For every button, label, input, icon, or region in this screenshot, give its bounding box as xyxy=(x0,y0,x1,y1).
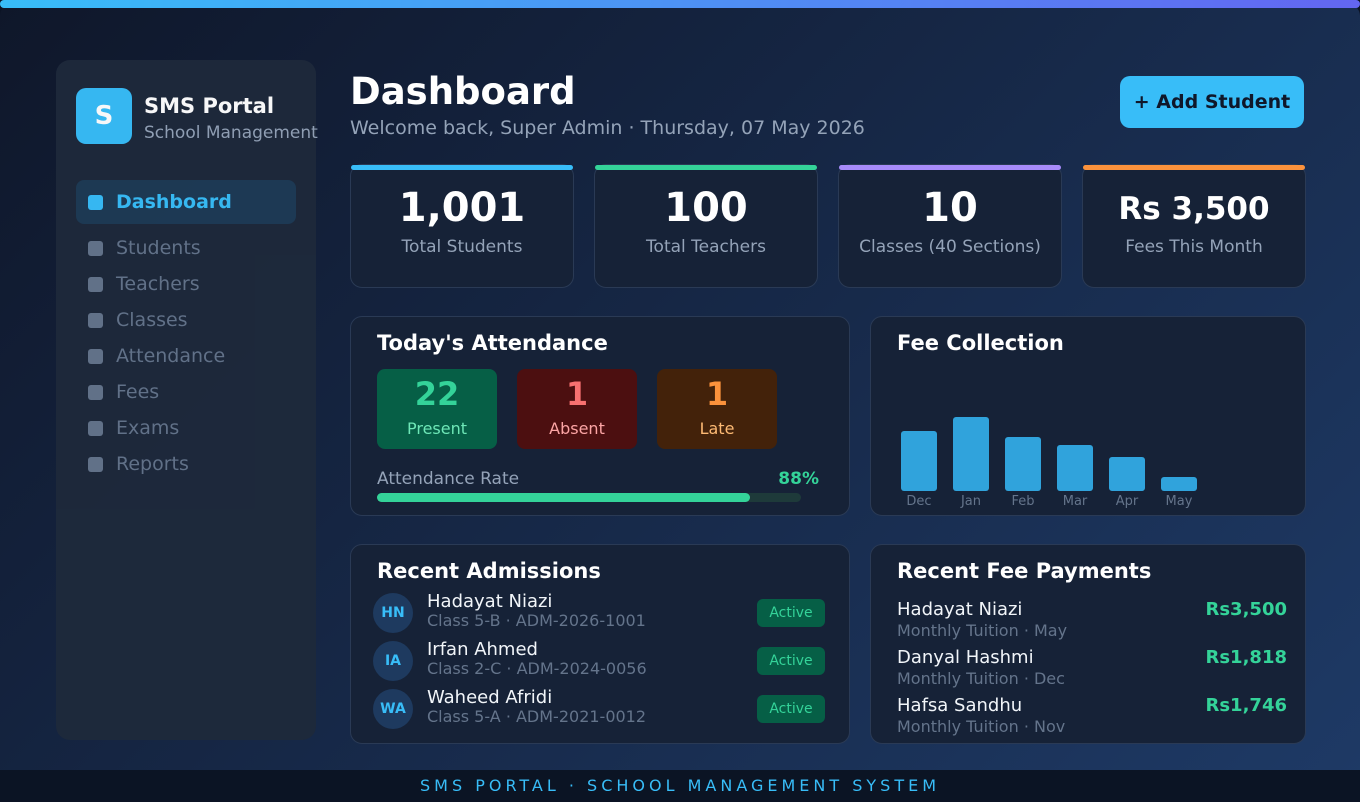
stat-label: Fees This Month xyxy=(1125,237,1263,257)
rate-label: 88% xyxy=(778,469,819,489)
payments-panel: Recent Fee Payments Hadayat Niazi Monthly… xyxy=(870,544,1306,744)
panel-title: Fee Collection xyxy=(897,331,1064,355)
top-accent xyxy=(0,0,1360,8)
stat-value: 1,001 xyxy=(398,185,526,231)
payment-amount: Rs1,746 xyxy=(1205,695,1287,716)
stat-card: 10 Classes (40 Sections) xyxy=(838,164,1062,288)
stat-label: Total Teachers xyxy=(646,237,766,257)
attendance-count: 22 Present xyxy=(377,369,497,449)
panel-title: Today's Attendance xyxy=(377,331,608,355)
attendance-panel: Today's Attendance Attendance Rate 88% 2… xyxy=(350,316,850,516)
avatar: HN xyxy=(373,593,413,633)
status-badge: Active xyxy=(757,647,825,675)
stat-value: 100 xyxy=(664,185,748,231)
bar xyxy=(901,431,937,491)
payer-name: Danyal Hashmi xyxy=(897,647,1034,668)
stat-accent xyxy=(1083,165,1305,170)
sidebar: S SMS Portal School Management Dashboard… xyxy=(56,60,318,740)
stat-card: 100 Total Teachers xyxy=(594,164,818,288)
stat-label: Classes (40 Sections) xyxy=(859,237,1041,257)
stat-value: 10 xyxy=(922,185,978,231)
panel-title: Recent Admissions xyxy=(377,559,601,583)
status-badge: Active xyxy=(757,599,825,627)
x-tick-label: Feb xyxy=(1011,494,1034,509)
x-tick-label: Dec xyxy=(906,494,931,509)
payer-name: Hadayat Niazi xyxy=(897,599,1023,620)
nav-item[interactable]: Students xyxy=(76,226,296,270)
nav-item[interactable]: Reports xyxy=(76,442,296,486)
count-label: Absent xyxy=(549,419,605,438)
student-name: Irfan Ahmed xyxy=(427,639,538,660)
payment-detail: Monthly Tuition · Dec xyxy=(897,669,1065,688)
stat-label: Total Students xyxy=(401,237,523,257)
student-name: Waheed Afridi xyxy=(427,687,553,708)
nav-item[interactable]: Exams xyxy=(76,406,296,450)
stat-accent xyxy=(595,165,817,170)
stat-card: Rs 3,500 Fees This Month xyxy=(1082,164,1306,288)
nav-item[interactable]: Fees xyxy=(76,370,296,414)
bar xyxy=(1005,437,1041,491)
count-label: Present xyxy=(406,419,468,438)
count-value: 1 xyxy=(705,375,729,413)
stat-value: Rs 3,500 xyxy=(1118,191,1270,227)
bar xyxy=(953,417,989,491)
student-name: Hadayat Niazi xyxy=(427,591,553,612)
rate-title: Attendance Rate xyxy=(377,469,520,489)
rate-track xyxy=(377,493,801,502)
student-detail: Class 2-C · ADM-2024-0056 xyxy=(427,659,647,678)
page-subtitle: Welcome back, Super Admin · Thursday, 07… xyxy=(350,117,865,139)
nav-item[interactable]: Attendance xyxy=(76,334,296,378)
avatar: IA xyxy=(373,641,413,681)
bar xyxy=(1109,457,1145,491)
logo: S xyxy=(76,88,132,144)
payer-name: Hafsa Sandhu xyxy=(897,695,1023,716)
attendance-count: 1 Late xyxy=(657,369,777,449)
stat-accent xyxy=(351,165,573,170)
stat-card: 1,001 Total Students xyxy=(350,164,574,288)
nav-item[interactable]: Teachers xyxy=(76,262,296,306)
x-tick-label: Apr xyxy=(1116,494,1139,509)
brand-title: SMS Portal xyxy=(144,94,275,118)
student-detail: Class 5-A · ADM-2021-0012 xyxy=(427,707,647,726)
bar xyxy=(1057,445,1093,491)
brand-subtitle: School Management xyxy=(144,123,318,143)
admissions-panel: Recent Admissions HN Hadayat Niazi Class 5… xyxy=(350,544,850,744)
stat-accent xyxy=(839,165,1061,170)
count-label: Late xyxy=(699,419,735,438)
avatar: WA xyxy=(373,689,413,729)
payment-detail: Monthly Tuition · May xyxy=(897,621,1068,640)
x-tick-label: May xyxy=(1166,494,1193,509)
rate-fill xyxy=(377,493,751,502)
payment-amount: Rs1,818 xyxy=(1205,647,1287,668)
footer: SMS PORTAL · SCHOOL MANAGEMENT SYSTEM xyxy=(0,770,1360,800)
page-title: Dashboard xyxy=(350,70,576,113)
x-tick-label: Mar xyxy=(1063,494,1088,509)
payment-detail: Monthly Tuition · Nov xyxy=(897,717,1066,736)
x-tick-label: Jan xyxy=(960,494,981,509)
nav-item[interactable]: Dashboard xyxy=(76,180,296,224)
status-badge: Active xyxy=(757,695,825,723)
count-value: 22 xyxy=(414,375,460,413)
add-student-button[interactable]: + Add Student xyxy=(1120,76,1304,128)
count-value: 1 xyxy=(565,375,589,413)
panel-title: Recent Fee Payments xyxy=(897,559,1152,583)
attendance-count: 1 Absent xyxy=(517,369,637,449)
payment-amount: Rs3,500 xyxy=(1205,599,1287,620)
nav-item[interactable]: Classes xyxy=(76,298,296,342)
bar xyxy=(1161,477,1197,491)
student-detail: Class 5-B · ADM-2026-1001 xyxy=(427,611,646,630)
fee-chart: Dec Jan Feb Mar Apr May xyxy=(901,417,1197,509)
fee-panel: Fee Collection Dec Jan Feb Mar Apr May xyxy=(870,316,1306,516)
